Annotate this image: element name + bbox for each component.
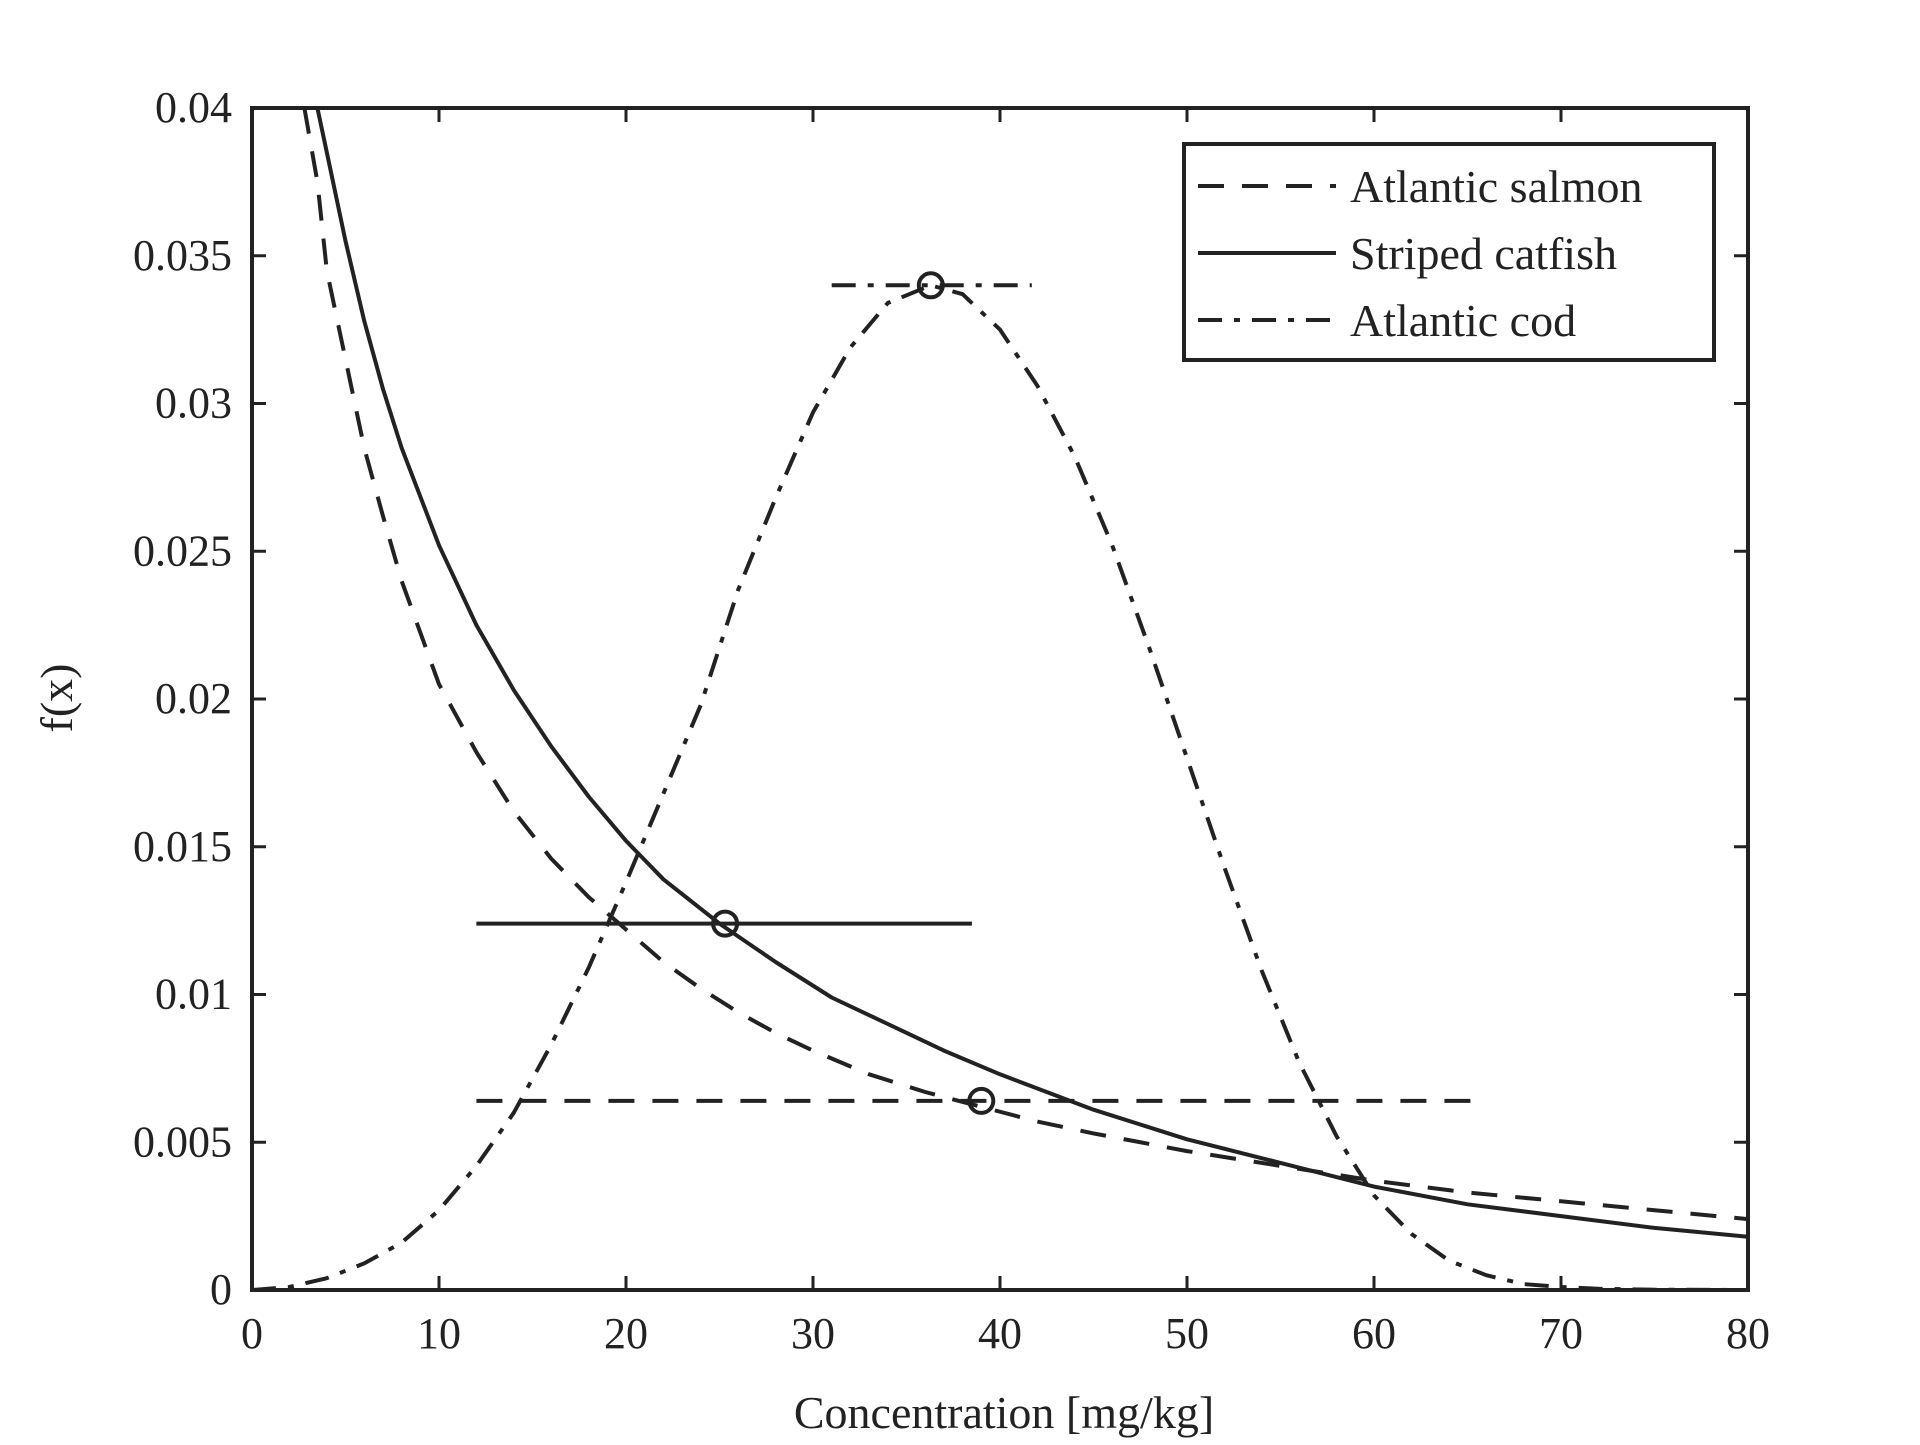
y-tick-label: 0.01: [155, 970, 232, 1019]
axes: 0 10 20 30 40 50 60 70 80 0 0.005 0.01 0.015 0.02 0.02…: [133, 83, 1770, 1358]
legend-label-atlantic-cod: Atlantic cod: [1350, 295, 1576, 346]
legend-label-striped-catfish: Striped catfish: [1350, 228, 1617, 279]
x-tick-label: 40: [978, 1309, 1022, 1358]
y-axis-title: f(x): [31, 664, 82, 733]
x-tick-label: 0: [241, 1309, 263, 1358]
x-axis-title: Concentration [mg/kg]: [794, 1387, 1214, 1438]
plot-area: [252, 108, 1748, 1290]
x-tick-label: 80: [1726, 1309, 1770, 1358]
marker-point-atlantic-salmon: [967, 1086, 996, 1115]
legend: Atlantic salmon Striped catfish Atlantic c…: [1182, 142, 1716, 362]
y-tick-label: 0.025: [133, 526, 232, 575]
y-tick-label: 0.03: [155, 379, 232, 428]
marker-point-striped-catfish: [711, 909, 740, 938]
series-line-atlantic-salmon: [302, 108, 1748, 1222]
marker-point-atlantic-cod: [916, 271, 945, 300]
x-tick-label: 20: [604, 1309, 648, 1358]
x-tick-label: 70: [1539, 1309, 1583, 1358]
x-tick-label: 50: [1165, 1309, 1209, 1358]
y-tick-label: 0.04: [155, 83, 232, 132]
x-tick-label: 30: [791, 1309, 835, 1358]
y-tick-label: 0: [210, 1265, 232, 1314]
y-tick-label: 0.02: [155, 674, 232, 723]
legend-label-atlantic-salmon: Atlantic salmon: [1350, 161, 1643, 212]
y-tick-label: 0.035: [133, 231, 232, 280]
series-line-atlantic-cod: [252, 283, 1748, 1290]
x-tick-label: 10: [417, 1309, 461, 1358]
x-tick-label: 60: [1352, 1309, 1396, 1358]
y-tick-label: 0.015: [133, 822, 232, 871]
y-tick-label: 0.005: [133, 1117, 232, 1166]
